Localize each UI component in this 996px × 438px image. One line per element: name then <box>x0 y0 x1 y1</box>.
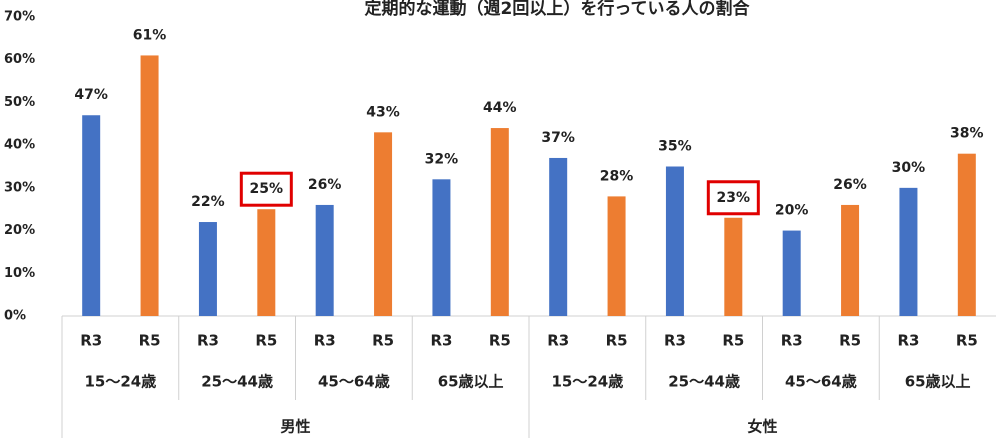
bar <box>957 153 976 316</box>
value-label: 61% <box>133 27 167 43</box>
category-label: 65歳以上 <box>905 373 971 391</box>
x-tick-label: R3 <box>547 332 569 350</box>
bar <box>549 157 568 316</box>
x-tick-label: R5 <box>722 332 744 350</box>
category-label: 45～64歳 <box>318 373 390 391</box>
value-label: 30% <box>892 160 926 176</box>
bar <box>724 217 743 316</box>
x-tick-label: R5 <box>139 332 161 350</box>
x-tick-label: R3 <box>664 332 686 350</box>
bar <box>257 209 276 316</box>
value-label: 37% <box>541 130 575 146</box>
y-tick-label: 20% <box>4 223 35 238</box>
bar <box>665 166 684 316</box>
category-label: 25～44歳 <box>668 373 740 391</box>
category-label: 25～44歳 <box>201 373 273 391</box>
group-label: 男性 <box>280 418 310 436</box>
group-label: 女性 <box>747 418 777 436</box>
x-tick-label: R3 <box>897 332 919 350</box>
bar <box>782 230 801 316</box>
value-label: 26% <box>833 177 867 193</box>
y-tick-label: 0% <box>4 309 26 324</box>
y-tick-label: 30% <box>4 180 35 195</box>
x-tick-label: R3 <box>781 332 803 350</box>
bar <box>374 132 393 316</box>
bar <box>841 204 860 316</box>
bar <box>198 222 217 316</box>
bar <box>82 115 101 316</box>
highlight-box <box>239 171 293 207</box>
y-tick-label: 40% <box>4 138 35 153</box>
y-tick-label: 50% <box>4 95 35 110</box>
value-label: 35% <box>658 139 692 155</box>
value-label: 44% <box>483 100 517 116</box>
x-tick-label: R5 <box>606 332 628 350</box>
value-label: 20% <box>775 203 809 219</box>
category-label: 45～64歳 <box>785 373 857 391</box>
value-label: 47% <box>74 87 108 103</box>
x-tick-label: R5 <box>839 332 861 350</box>
category-label: 65歳以上 <box>438 373 504 391</box>
value-label: 25% <box>250 181 284 197</box>
category-label: 15～24歳 <box>552 373 624 391</box>
bar <box>899 187 918 316</box>
bar <box>140 55 159 316</box>
x-tick-label: R3 <box>80 332 102 350</box>
highlight-box <box>706 180 760 216</box>
x-tick-label: R3 <box>197 332 219 350</box>
x-tick-label: R3 <box>314 332 336 350</box>
y-tick-label: 60% <box>4 52 35 67</box>
bar <box>607 196 626 316</box>
category-label: 15～24歳 <box>85 373 157 391</box>
x-tick-label: R5 <box>956 332 978 350</box>
y-tick-label: 70% <box>4 10 35 25</box>
x-tick-label: R5 <box>489 332 511 350</box>
value-label: 23% <box>717 190 751 206</box>
bar <box>432 179 451 316</box>
value-label: 28% <box>600 168 634 184</box>
bar <box>490 128 509 316</box>
bar <box>315 204 334 316</box>
value-label: 38% <box>950 126 984 142</box>
x-tick-label: R5 <box>255 332 277 350</box>
x-tick-label: R3 <box>430 332 452 350</box>
chart-title: 定期的な運動（週2回以上）を行っている人の割合 <box>365 0 751 19</box>
value-label: 32% <box>425 151 459 167</box>
y-tick-label: 10% <box>4 266 35 281</box>
value-label: 22% <box>191 194 225 210</box>
value-label: 43% <box>366 104 400 120</box>
x-tick-label: R5 <box>372 332 394 350</box>
value-label: 26% <box>308 177 342 193</box>
